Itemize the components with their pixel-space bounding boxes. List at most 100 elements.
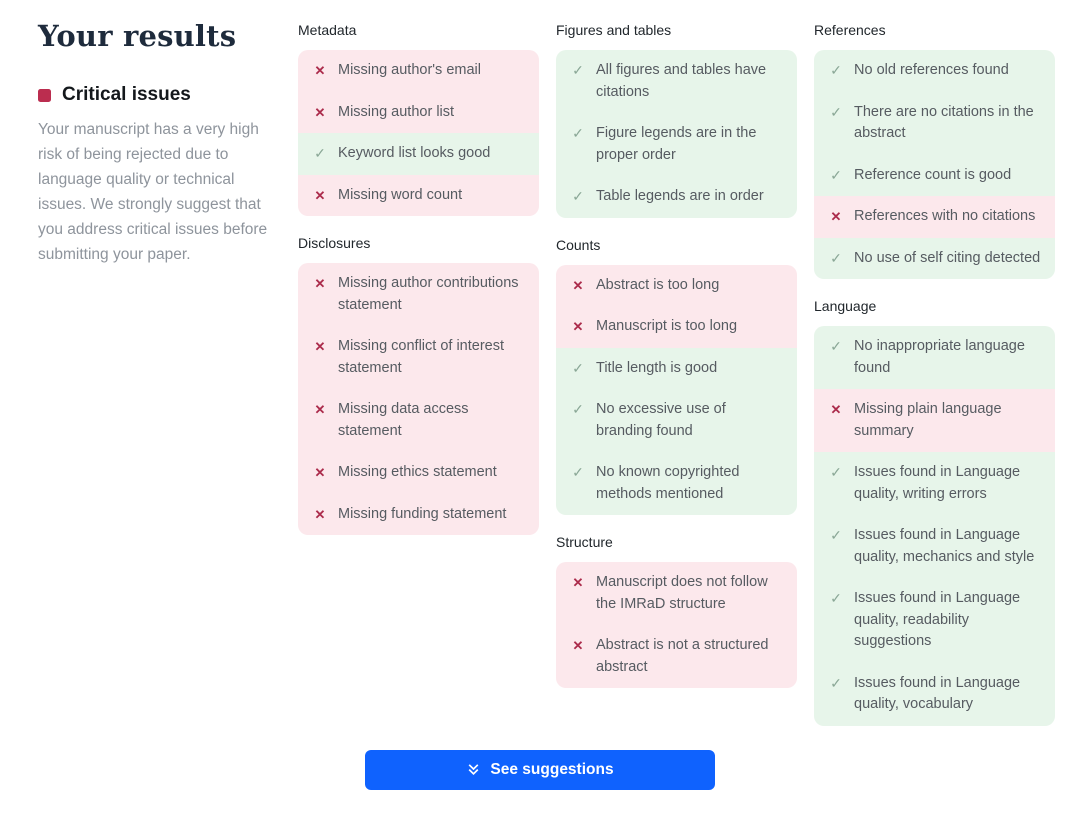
check-icon: ✓ <box>314 145 326 161</box>
check-item: ✓ No excessive use of branding found <box>556 389 797 452</box>
cross-icon: ✕ <box>314 506 326 522</box>
check-item: ✕ Missing data access statement <box>298 389 539 452</box>
summary-panel: Your results Critical issues Your manusc… <box>38 19 272 745</box>
page-title: Your results <box>38 19 237 53</box>
check-item-text: Reference count is good <box>854 166 1012 183</box>
check-item-text: Issues found in Language quality, mechan… <box>854 527 1035 565</box>
section-title: Figures and tables <box>556 22 672 38</box>
check-item-text: Manuscript is too long <box>596 318 738 334</box>
check-item: ✕ References with no citations <box>814 196 1055 238</box>
check-item-text: Keyword list looks good <box>338 145 491 161</box>
check-icon: ✓ <box>572 401 584 417</box>
results-column: Figures and tables ✓ All figures and table… <box>556 20 797 745</box>
check-item-text: Issues found in Language quality, writin… <box>854 464 1021 502</box>
check-icon: ✓ <box>830 103 842 120</box>
cross-icon: ✕ <box>572 277 584 293</box>
check-icon: ✓ <box>830 527 842 543</box>
cross-icon: ✕ <box>314 187 326 203</box>
check-item: ✓ Reference count is good <box>814 154 1055 196</box>
check-item: ✕ Missing author's email <box>298 50 539 92</box>
cross-icon: ✕ <box>314 402 326 417</box>
check-item-text: Abstract is not a structured abstract <box>596 637 769 675</box>
results-columns: Metadata ✕ Missing author's email ✕ Missing … <box>298 20 1055 745</box>
section-card: ✓ No inappropriate language found ✕ Missing… <box>814 326 1055 726</box>
cross-icon: ✕ <box>314 339 326 354</box>
check-icon: ✓ <box>830 249 842 266</box>
check-item: ✓ All figures and tables have citations <box>556 50 797 113</box>
check-item-text: Table legends are in order <box>596 188 764 204</box>
check-item: ✕ Manuscript is too long <box>556 306 797 348</box>
check-item: ✕ Missing ethics statement <box>298 452 539 494</box>
section-title: References <box>814 22 886 38</box>
check-item: ✓ No old references found <box>814 50 1055 92</box>
check-item-text: Manuscript does not follow the IMRaD str… <box>596 574 768 612</box>
check-item: ✕ Missing word count <box>298 174 539 216</box>
check-icon: ✓ <box>572 125 584 141</box>
check-item-text: Title length is good <box>596 359 718 376</box>
check-item: ✓ There are no citations in the abstract <box>814 91 1055 155</box>
cross-icon: ✕ <box>314 465 326 480</box>
section-card: ✕ Abstract is too long ✕ Manuscript is too … <box>556 264 797 515</box>
cross-icon: ✕ <box>830 209 842 224</box>
check-item-text: Missing author's email <box>338 62 481 78</box>
section-card: ✓ All figures and tables have citations ✓ F… <box>556 50 797 218</box>
cross-icon: ✕ <box>314 63 326 78</box>
check-item-text: Abstract is too long <box>596 276 720 293</box>
check-icon: ✓ <box>830 674 842 691</box>
results-column: Metadata ✕ Missing author's email ✕ Missing … <box>298 20 539 745</box>
section-title: Structure <box>556 534 613 550</box>
check-item-text: References with no citations <box>854 208 1036 224</box>
check-item: ✓ Figure legends are in the proper order <box>556 113 797 176</box>
section-card: ✕ Missing author contributions statement ✕… <box>298 263 539 535</box>
check-icon: ✓ <box>830 62 842 78</box>
section-counts: Counts ✕ Abstract is too long ✕ Manuscript i… <box>556 236 797 515</box>
critical-issues-description: Your manuscript has a very high risk of … <box>38 121 268 264</box>
check-item-text: Missing conflict of interest statement <box>338 338 505 376</box>
cross-icon: ✕ <box>830 402 842 417</box>
critical-issues-marker-icon <box>38 88 51 102</box>
section-title: Counts <box>556 236 601 253</box>
check-icon: ✓ <box>572 359 584 376</box>
check-icon: ✓ <box>830 166 842 183</box>
check-item-text: Missing plain language summary <box>854 401 1002 439</box>
section-card: ✕ Missing author's email ✕ Missing author l… <box>298 50 539 216</box>
check-item-text: Missing ethics statement <box>338 464 497 480</box>
section-language: Language ✓ No inappropriate language found… <box>814 298 1055 726</box>
check-item-text: Missing funding statement <box>338 505 507 522</box>
section-title: Disclosures <box>298 235 371 251</box>
check-item: ✓ Table legends are in order <box>556 176 797 218</box>
results-column: References ✓ No old references found ✓ There… <box>814 20 1055 745</box>
section-structure: Structure ✕ Manuscript does not follow the… <box>556 534 797 688</box>
check-item: ✕ Manuscript does not follow the IMRaD st… <box>556 562 797 625</box>
check-item-text: Issues found in Language quality, readab… <box>854 590 1021 649</box>
check-item-text: No use of self citing detected <box>854 249 1041 266</box>
cross-icon: ✕ <box>572 319 584 334</box>
check-item: ✕ Missing funding statement <box>298 493 539 535</box>
check-item-text: Missing data access statement <box>338 401 469 439</box>
check-icon: ✓ <box>830 590 842 606</box>
check-item-text: No inappropriate language found <box>854 338 1025 376</box>
check-item-text: Missing author contributions statement <box>338 275 519 313</box>
check-item: ✓ Keyword list looks good <box>298 133 539 175</box>
cross-icon: ✕ <box>314 276 326 291</box>
check-item: ✓ No use of self citing detected <box>814 237 1055 279</box>
check-icon: ✓ <box>830 338 842 354</box>
section-title: Language <box>814 298 877 314</box>
check-item-text: All figures and tables have citations <box>596 62 767 100</box>
check-item-text: No excessive use of branding found <box>596 401 726 439</box>
check-item: ✓ Issues found in Language quality, reada… <box>814 578 1055 663</box>
section-figures-and-tables: Figures and tables ✓ All figures and table… <box>556 22 797 218</box>
check-icon: ✓ <box>572 62 584 78</box>
footer: See suggestions <box>0 749 1080 790</box>
cross-icon: ✕ <box>572 575 584 590</box>
section-references: References ✓ No old references found ✓ There… <box>814 22 1055 279</box>
section-card: ✓ No old references found ✓ There are no ci… <box>814 50 1055 279</box>
section-disclosures: Disclosures ✕ Missing author contributions… <box>298 235 539 535</box>
check-item: ✓ Issues found in Language quality, mecha… <box>814 515 1055 578</box>
check-item-text: No known copyrighted methods mentioned <box>596 464 740 502</box>
check-icon: ✓ <box>572 188 584 204</box>
section-card: ✕ Manuscript does not follow the IMRaD st… <box>556 562 797 688</box>
see-suggestions-button[interactable]: See suggestions <box>365 749 715 790</box>
check-item-text: No old references found <box>854 62 1009 78</box>
check-item: ✕ Missing plain language summary <box>814 389 1055 452</box>
